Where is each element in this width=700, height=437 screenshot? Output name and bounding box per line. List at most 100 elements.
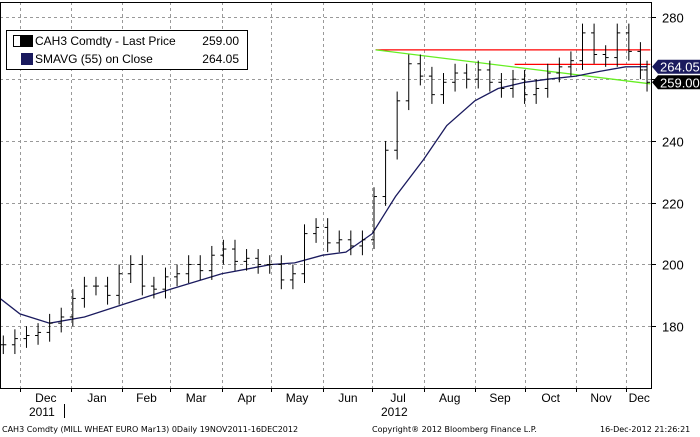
price-bar (533, 79, 540, 104)
y-tick-label: 200 (662, 258, 684, 273)
x-tick-label: Feb (136, 391, 157, 405)
x-tick-label: Jun (338, 391, 357, 405)
sma-value-tag: 264.05 (652, 59, 700, 75)
price-bar (405, 54, 412, 111)
y-tick-label: 240 (662, 135, 684, 150)
price-bar (150, 276, 157, 299)
price-bar (544, 63, 551, 98)
x-tick-label: Aug (439, 391, 460, 405)
footer-security: CAH3 Comdty (MILL WHEAT EURO Mar13) 0Dai… (2, 425, 299, 434)
price-bar (11, 329, 18, 355)
chart-grid (0, 2, 652, 388)
trendline (375, 49, 651, 85)
price-bar (336, 230, 343, 253)
legend-label-price: CAH3 Comdty - Last Price (35, 34, 176, 48)
price-bar (266, 255, 273, 274)
x-tick-label: Nov (590, 391, 611, 405)
year-label: 2012 (381, 405, 408, 419)
legend-value-sma: 264.05 (202, 52, 239, 66)
price-bar (243, 249, 250, 271)
x-tick-label: Dec (629, 391, 650, 405)
x-tick-label: Dec (35, 391, 56, 405)
price-bar (313, 218, 320, 243)
chart-axes: 180200220240260280DecJanFebMarAprMayJunJ… (0, 2, 700, 419)
price-bar (382, 140, 389, 206)
price-bar (208, 245, 215, 280)
price-bar (428, 66, 435, 104)
sma-value-tag-shape (652, 59, 700, 74)
price-bar (255, 249, 262, 274)
x-tick-label: Jul (390, 391, 405, 405)
price-bar (92, 276, 99, 296)
price-bar (394, 91, 401, 160)
price-bar (127, 255, 134, 284)
x-tick-label: Mar (186, 391, 207, 405)
y-tick-label: 280 (662, 11, 684, 26)
price-bar (185, 255, 192, 284)
year-label: 2011 (29, 405, 55, 419)
x-tick-label: Jan (87, 391, 106, 405)
price-bar (324, 218, 331, 253)
price-bar (69, 289, 76, 327)
chart-legend: CAH3 Comdty - Last Price 259.00 SMAVG (5… (6, 30, 248, 70)
legend-value-price: 259.00 (202, 34, 239, 48)
price-bar (567, 51, 574, 77)
price-bar (370, 187, 377, 250)
sma-swatch (21, 53, 33, 65)
price-bar (220, 239, 227, 265)
footer-copyright: Copyright® 2012 Bloomberg Finance L.P. (372, 425, 537, 434)
price-bar (417, 54, 424, 86)
price-value-tag-shape (652, 75, 700, 90)
price-bar (58, 307, 65, 333)
x-tick-label: May (286, 391, 309, 405)
x-tick-label: Apr (238, 391, 257, 405)
price-bar (174, 264, 181, 287)
price-value-tag-text: 259.00 (660, 75, 700, 90)
price-bar (359, 230, 366, 256)
price-bar-icon (13, 35, 21, 47)
price-bar (197, 255, 204, 280)
price-bar (23, 326, 30, 348)
price-bar (637, 42, 644, 80)
price-bar (46, 313, 53, 342)
price-bar (625, 23, 632, 61)
price-bar (521, 69, 528, 104)
price-bar (614, 23, 621, 67)
price-bar (602, 45, 609, 67)
price-bar (440, 73, 447, 104)
x-tick-label: Sep (489, 391, 511, 405)
legend-row-price: CAH3 Comdty - Last Price 259.00 (7, 32, 245, 50)
price-bar (81, 276, 88, 308)
price-bar (591, 23, 598, 64)
price-bar (486, 60, 493, 92)
price-bar (116, 264, 123, 305)
price-bar (104, 276, 111, 305)
price-bar (556, 57, 563, 83)
price-bar (347, 230, 354, 256)
price-bar (509, 69, 516, 98)
price-bar (579, 23, 586, 70)
price-bar (301, 224, 308, 284)
price-bar (498, 73, 505, 98)
price-value-tag: 259.00 (652, 75, 700, 90)
price-bar (644, 60, 651, 92)
price-bar (0, 335, 7, 355)
chart-price-layer (0, 23, 651, 355)
x-tick-label: Oct (541, 391, 560, 405)
chart-sma-layer (0, 66, 648, 324)
price-bar (139, 255, 146, 296)
price-bar (278, 255, 285, 290)
price-bar (452, 63, 459, 92)
legend-label-sma: SMAVG (55) on Close (35, 52, 153, 66)
y-tick-label: 220 (662, 197, 684, 212)
price-bar (463, 63, 470, 89)
sma-line (0, 66, 648, 324)
price-bar (35, 323, 42, 345)
price-bar (231, 239, 238, 271)
price-bar (475, 60, 482, 89)
price-bar (289, 264, 296, 290)
plot-frame (0, 2, 652, 389)
legend-row-sma: SMAVG (55) on Close 264.05 (7, 50, 245, 68)
footer-timestamp: 16-Dec-2012 21:26:21 (600, 425, 691, 434)
